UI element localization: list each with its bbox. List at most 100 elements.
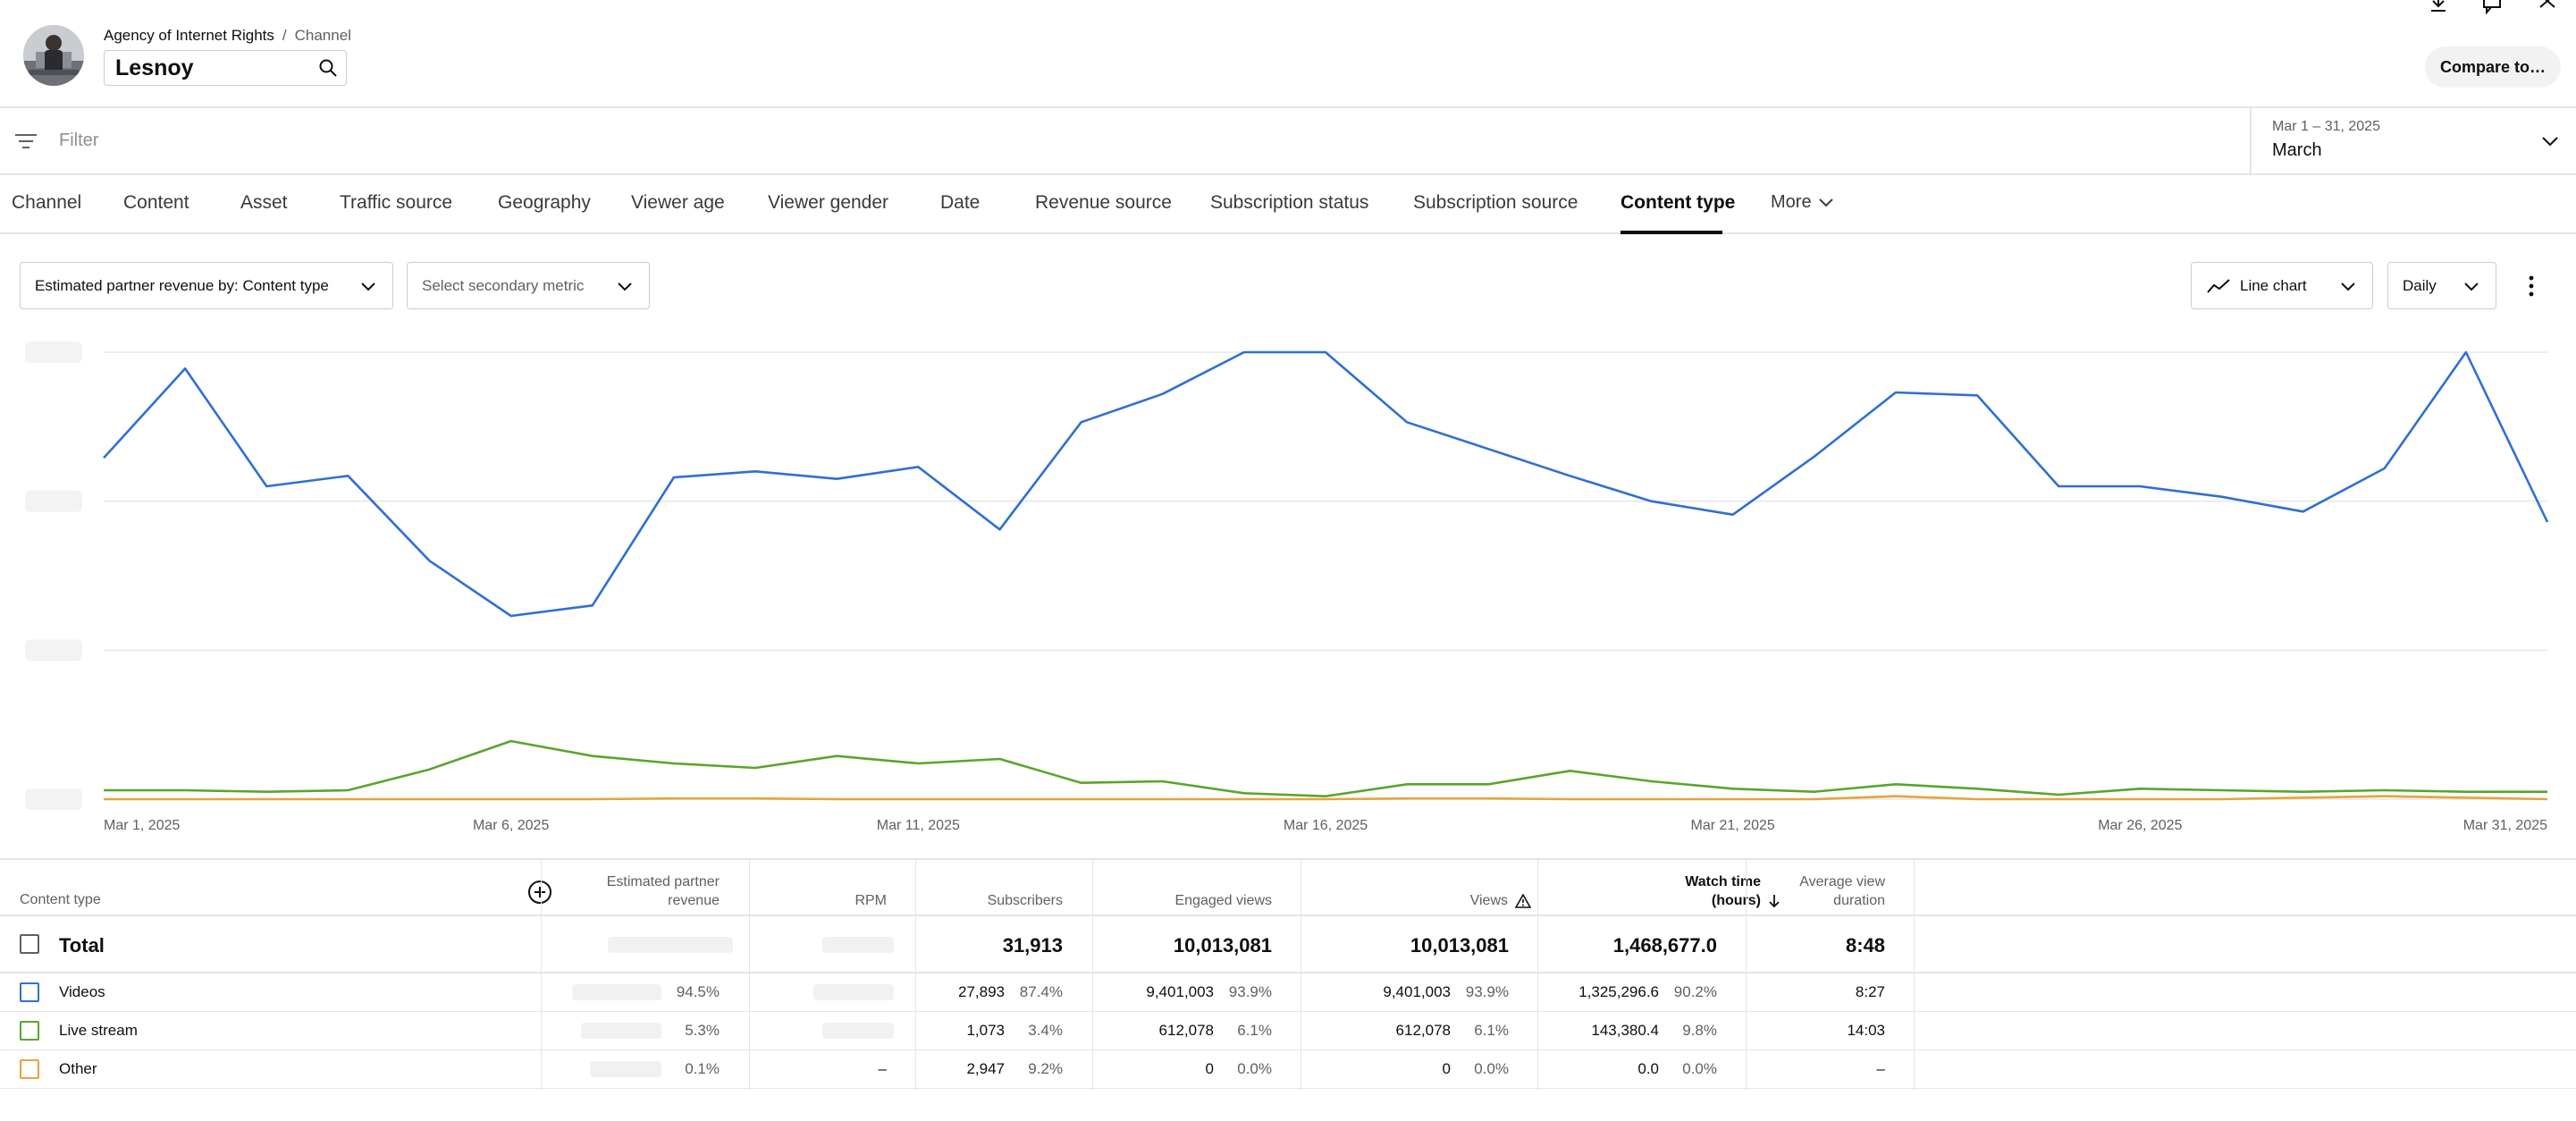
y-tick-label-redacted <box>25 788 82 810</box>
redacted-value <box>822 1023 894 1039</box>
row-checkbox[interactable] <box>20 1059 39 1079</box>
chevron-down-icon <box>1818 198 1833 206</box>
row-checkbox[interactable] <box>20 982 39 1002</box>
cell-rpm: – <box>878 1060 887 1077</box>
download-icon[interactable] <box>2428 0 2449 14</box>
tab-content-type[interactable]: Content type <box>1621 192 1736 213</box>
x-tick-label: Mar 6, 2025 <box>473 818 549 831</box>
tab-revenue-source[interactable]: Revenue source <box>1035 192 1172 213</box>
cell-revenue-share: 0.1% <box>685 1060 720 1077</box>
column-divider <box>1092 858 1093 1091</box>
cell-views: 9,401,003 <box>1383 983 1451 1000</box>
column-header-average-view-duration[interactable]: Average view duration <box>1799 874 1885 908</box>
table-row[interactable]: Other 0.1% – 2,947 9.2% 0 0.0% 0 0.0% 0.… <box>0 1050 2576 1089</box>
redacted-value <box>572 984 661 1000</box>
tab-viewer-gender[interactable]: Viewer gender <box>768 192 889 213</box>
cell-views-share: 0.0% <box>1474 1060 1509 1077</box>
cell-watch-time-share: 90.2% <box>1673 983 1717 1000</box>
series-line-videos[interactable] <box>103 350 2549 618</box>
series-line-live-stream[interactable] <box>104 739 2547 798</box>
redacted-value <box>590 1061 661 1077</box>
date-range-label: March <box>2272 140 2322 160</box>
cell-watch-time: 1,325,296.6 <box>1578 983 1659 1000</box>
primary-metric-label: Estimated partner revenue by: Content ty… <box>35 276 329 294</box>
cell-views-share: 6.1% <box>1474 1022 1509 1039</box>
tab-subscription-source[interactable]: Subscription source <box>1413 192 1578 213</box>
tab-date[interactable]: Date <box>940 192 981 213</box>
column-header-engaged-views[interactable]: Engaged views <box>1174 893 1272 908</box>
search-icon[interactable] <box>310 50 346 86</box>
tab-channel[interactable]: Channel <box>12 192 82 213</box>
line-chart-icon <box>2207 278 2230 293</box>
column-header-subscribers[interactable]: Subscribers <box>987 893 1063 908</box>
tab-subscription-status[interactable]: Subscription status <box>1210 192 1369 213</box>
active-tab-indicator <box>1621 231 1722 234</box>
date-range-text: Mar 1 – 31, 2025 <box>2272 119 2380 134</box>
breadcrumb-item-channel[interactable]: Channel <box>294 27 351 44</box>
table-row[interactable]: Videos 94.5% 27,893 87.4% 9,401,003 93.9… <box>0 974 2576 1012</box>
feedback-icon[interactable] <box>2481 0 2503 15</box>
row-label: Other <box>59 1060 97 1077</box>
filter-input[interactable]: Filter <box>59 131 99 150</box>
x-tick-label: Mar 11, 2025 <box>877 818 960 831</box>
compare-to-button[interactable]: Compare to… <box>2425 46 2561 88</box>
cell-subscribers-share: 9.2% <box>1028 1060 1063 1077</box>
cell-subscribers-share: 3.4% <box>1028 1022 1063 1039</box>
redacted-value <box>608 937 733 953</box>
tab-viewer-age[interactable]: Viewer age <box>631 192 725 213</box>
primary-metric-dropdown[interactable]: Estimated partner revenue by: Content ty… <box>20 262 393 309</box>
add-column-icon[interactable] <box>526 879 553 906</box>
tab-geography[interactable]: Geography <box>498 192 591 213</box>
column-header-rpm[interactable]: RPM <box>854 893 887 908</box>
more-tabs-label: More <box>1771 192 1812 212</box>
series-line-other[interactable] <box>104 795 2548 801</box>
cell-watch-time-share: 0.0% <box>1682 1060 1717 1077</box>
tab-traffic-source[interactable]: Traffic source <box>340 192 453 213</box>
row-checkbox[interactable] <box>20 934 39 954</box>
more-options-icon[interactable] <box>2521 271 2542 301</box>
column-divider <box>1914 858 1915 1091</box>
cell-revenue-share: 94.5% <box>676 983 720 1000</box>
cell-engaged-views: 0 <box>1205 1060 1214 1077</box>
x-tick-label: Mar 1, 2025 <box>104 818 180 831</box>
cell-watch-time: 143,380.4 <box>1591 1022 1659 1039</box>
cell-subscribers: 1,073 <box>966 1022 1005 1039</box>
tab-asset[interactable]: Asset <box>240 192 288 213</box>
breadcrumb: Agency of Internet Rights / Channel <box>104 27 351 44</box>
channel-avatar[interactable] <box>23 25 84 86</box>
tab-content[interactable]: Content <box>123 192 189 213</box>
revenue-line-chart[interactable]: Mar 1, 2025 Mar 6, 2025 Mar 11, 2025 Mar 16… <box>0 322 2576 831</box>
channel-selector[interactable]: Lesnoy <box>104 50 347 86</box>
row-label: Videos <box>59 983 105 1000</box>
x-tick-label: Mar 31, 2025 <box>2463 818 2547 831</box>
column-header-watch-time[interactable]: Watch time (hours) <box>1685 872 1780 910</box>
row-checkbox[interactable] <box>20 1021 39 1041</box>
y-tick-label-redacted <box>25 639 82 662</box>
granularity-label: Daily <box>2403 276 2437 294</box>
more-tabs-button[interactable]: More <box>1771 192 1835 213</box>
secondary-metric-dropdown[interactable]: Select secondary metric <box>407 262 650 309</box>
granularity-dropdown[interactable]: Daily <box>2387 262 2496 309</box>
table-row-total[interactable]: Total 31,913 10,013,081 10,013,081 1,468… <box>0 916 2576 974</box>
cell-average-view-duration: 8:27 <box>1855 983 1885 1000</box>
column-divider <box>541 858 542 1091</box>
sort-descending-icon[interactable] <box>1768 894 1780 908</box>
column-divider <box>1746 858 1747 1091</box>
warning-icon[interactable] <box>1515 893 1531 908</box>
table-row[interactable]: Live stream 5.3% 1,073 3.4% 612,078 6.1%… <box>0 1012 2576 1050</box>
dimension-tabs: Channel Content Asset Traffic source Geo… <box>0 175 2576 234</box>
cell-views: 612,078 <box>1395 1022 1451 1039</box>
column-divider <box>915 858 916 1091</box>
breadcrumb-item-agency[interactable]: Agency of Internet Rights <box>104 27 274 44</box>
chart-type-dropdown[interactable]: Line chart <box>2191 262 2373 309</box>
column-header-content-type[interactable]: Content type <box>20 892 101 907</box>
filter-icon[interactable] <box>14 131 38 152</box>
date-range-picker[interactable]: Mar 1 – 31, 2025 March <box>2250 108 2576 175</box>
chevron-down-icon <box>2464 282 2479 291</box>
redacted-value <box>813 984 894 1000</box>
cell-engaged-views: 10,013,081 <box>1173 934 1272 957</box>
close-icon[interactable] <box>2537 0 2558 14</box>
column-header-revenue[interactable]: Estimated partner revenue <box>606 874 720 908</box>
cell-engaged-views: 612,078 <box>1158 1022 1214 1039</box>
column-header-views[interactable]: Views <box>1470 891 1531 910</box>
